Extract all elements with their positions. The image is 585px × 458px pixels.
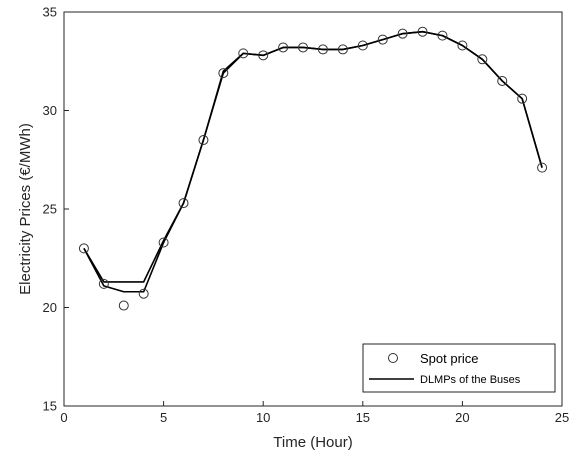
spot-price-point: [437, 30, 448, 41]
x-tick-label: 0: [60, 410, 67, 425]
spot-price-point: [397, 28, 408, 39]
legend-label-dlmp: DLMPs of the Buses: [420, 374, 521, 386]
plot-area: [63, 11, 563, 407]
y-tick-label: 25: [43, 202, 57, 217]
x-tick-label: 20: [455, 410, 469, 425]
y-tick-label: 15: [43, 399, 57, 414]
dlmp-series-line: [83, 30, 543, 293]
spot-price-point: [537, 162, 548, 173]
y-tick-label: 20: [43, 300, 57, 315]
y-axis-label: Electricity Prices (€/MWh): [17, 123, 34, 295]
spot-price-point: [138, 288, 149, 299]
spot-price-point: [158, 237, 169, 248]
spot-price-point: [317, 44, 328, 55]
spot-price-point: [457, 40, 468, 51]
x-tick-label: 25: [555, 410, 569, 425]
spot-price-point: [517, 93, 528, 104]
spot-price-point: [477, 54, 488, 65]
y-axis-ticks: 15 20 25 30 35: [43, 5, 69, 414]
spot-price-point: [497, 75, 508, 86]
y-tick-label: 30: [43, 103, 57, 118]
spot-price-point: [258, 50, 269, 61]
y-tick-label: 35: [43, 5, 57, 20]
spot-price-point: [198, 135, 209, 146]
spot-price-point: [118, 300, 129, 311]
x-axis-label: Time (Hour): [273, 434, 352, 451]
spot-price-point: [298, 42, 309, 53]
x-tick-label: 5: [160, 410, 167, 425]
spot-price-point: [178, 198, 189, 209]
legend-marker-spot-price: [388, 353, 398, 363]
x-tick-label: 10: [256, 410, 270, 425]
legend: Spot price DLMPs of the Buses: [362, 343, 556, 393]
spot-price-point: [278, 42, 289, 53]
spot-price-point: [218, 68, 229, 79]
legend-label-spot-price: Spot price: [420, 351, 479, 366]
legend-box: [362, 343, 556, 393]
spot-price-point: [417, 26, 428, 37]
spot-price-point: [377, 34, 388, 45]
x-axis-ticks: 0 5 10 15 20 25: [60, 401, 569, 425]
spot-price-point: [98, 278, 109, 289]
series-lines: [83, 30, 543, 293]
spot-price-point: [238, 48, 249, 59]
x-tick-label: 15: [356, 410, 370, 425]
spot-price-point: [337, 44, 348, 55]
spot-price-point: [357, 40, 368, 51]
series-markers: [78, 26, 548, 311]
spot-price-point: [78, 243, 89, 254]
